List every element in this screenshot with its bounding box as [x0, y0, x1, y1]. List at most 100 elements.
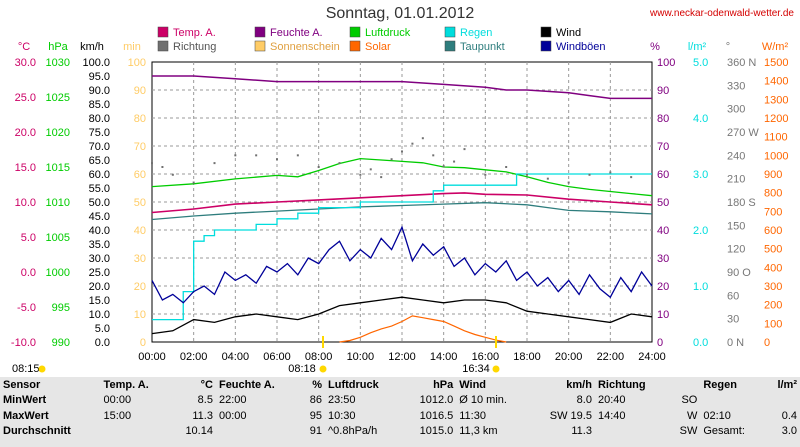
- x-tick-label: 18:00: [513, 351, 541, 363]
- header-dir: Richtung: [597, 378, 646, 391]
- row-label: MaxWert: [3, 409, 49, 422]
- legend-swatch-solar: [349, 40, 361, 52]
- humidity-tick-label: 60: [657, 169, 669, 181]
- wind-tick-label: 40.0: [89, 225, 110, 237]
- temp-tick-label: -10.0: [11, 337, 36, 349]
- cell-press-value: 1015.0: [419, 425, 454, 438]
- direction-tick-label: 120: [727, 244, 745, 256]
- x-tick-label: 14:00: [430, 351, 458, 363]
- wind-tick-label: 35.0: [89, 239, 110, 251]
- cell-dir-time: [595, 424, 668, 440]
- cell-temp-time: [101, 424, 171, 440]
- direction-point: [151, 162, 153, 165]
- cell-temp-value: 11.3: [192, 409, 213, 422]
- pressure-tick-label: 1025: [46, 92, 70, 104]
- marker-dot-sunset: [492, 365, 500, 373]
- pressure-tick-label: 1030: [46, 57, 70, 69]
- humidity-tick-label: 10: [657, 309, 669, 321]
- header-sensor: Sensor: [3, 378, 41, 391]
- solar-tick-label: 300: [764, 281, 782, 293]
- header-press: Luftdruck: [328, 378, 379, 391]
- wind-tick-label: 90.0: [89, 85, 110, 97]
- wind-tick-label: 50.0: [89, 197, 110, 209]
- cell-hum-time: [216, 424, 300, 440]
- solar-tick-label: 400: [764, 262, 782, 274]
- direction-tick-label: 180 S: [727, 197, 756, 209]
- direction-point: [171, 173, 174, 176]
- solar-tick-label: 1000: [764, 150, 788, 162]
- wind-tick-label: 60.0: [89, 169, 110, 181]
- marker-dot-noon: [319, 365, 327, 373]
- cell-dir-value: SO: [681, 394, 698, 407]
- cell-wind-time: Ø 10 min.: [459, 394, 507, 407]
- header-hum: Feuchte A.: [218, 378, 275, 391]
- solar-tick-label: 600: [764, 225, 782, 237]
- legend-label-dewpoint: Taupunkt: [460, 41, 505, 53]
- wind-tick-label: 100.0: [82, 57, 110, 69]
- direction-point: [380, 176, 383, 179]
- legend-label-pressure: Luftdruck: [365, 27, 411, 39]
- marker-sunrise: 08:15: [12, 363, 40, 375]
- wind-tick-label: 75.0: [89, 127, 110, 139]
- legend-swatch-pressure: [349, 26, 361, 38]
- temp-tick-label: -5.0: [17, 302, 36, 314]
- cell-wind-value: SW 19.5: [549, 409, 592, 422]
- direction-tick-label: 90 O: [727, 267, 751, 279]
- weather-chart: 00:00 02:00 04:00 06:00 08:00 10:00 12:00 14:00…: [11, 26, 788, 375]
- wind-tick-label: 70.0: [89, 141, 110, 153]
- wind-axis-unit: km/h: [80, 41, 104, 53]
- summary-table: Sensor Temp. A. °C Feuchte A. % Luftdruc…: [0, 377, 800, 447]
- humidity-tick-label: 90: [657, 85, 669, 97]
- cell-hum-value: 86: [309, 394, 322, 407]
- temp-tick-label: 5.0: [21, 232, 36, 244]
- cell-wind-value: 8.0: [576, 394, 592, 407]
- header-hum-unit: %: [312, 378, 322, 391]
- direction-point: [588, 173, 591, 176]
- x-tick-label: 10:00: [347, 351, 375, 363]
- cell-hum-value: 91: [309, 425, 322, 438]
- legend-label-gusts: Windböen: [556, 41, 606, 53]
- pressure-tick-label: 995: [52, 302, 70, 314]
- legend-swatch-temp: [157, 26, 169, 38]
- direction-point: [609, 171, 612, 174]
- sunshine-tick-label: 90: [134, 85, 146, 97]
- series-line-humidity: [152, 75, 652, 100]
- direction-tick-label: 330: [727, 80, 745, 92]
- humidity-tick-label: 40: [657, 225, 669, 237]
- cell-rain-value: [765, 393, 800, 409]
- marker-sunset: 16:34: [462, 363, 490, 375]
- legend-label-direction: Richtung: [173, 41, 216, 53]
- cell-temp-time: 15:00: [103, 409, 132, 422]
- direction-point: [213, 162, 216, 165]
- direction-point: [390, 158, 393, 161]
- direction-point: [442, 165, 445, 168]
- pressure-axis-unit: hPa: [48, 41, 68, 53]
- legend-swatch-gusts: [540, 40, 552, 52]
- solar-tick-label: 0: [764, 337, 770, 349]
- temp-axis-unit: °C: [18, 41, 30, 53]
- solar-tick-label: 1300: [764, 94, 788, 106]
- website-link[interactable]: www.neckar-odenwald-wetter.de: [650, 8, 794, 19]
- humidity-tick-label: 50: [657, 197, 669, 209]
- direction-tick-label: 60: [727, 290, 739, 302]
- direction-point: [453, 160, 456, 163]
- header-wind-unit: km/h: [566, 378, 592, 391]
- direction-point: [161, 166, 164, 168]
- cell-hum-value: 95: [309, 409, 322, 422]
- solar-tick-label: 900: [764, 169, 782, 181]
- sunshine-tick-label: 30: [134, 253, 146, 265]
- direction-point: [317, 166, 320, 168]
- pressure-tick-label: 990: [52, 337, 70, 349]
- direction-point: [526, 173, 528, 176]
- direction-point: [484, 173, 487, 176]
- direction-axis-unit: °: [726, 41, 730, 53]
- direction-tick-label: 30: [727, 314, 739, 326]
- series-line-rain: [152, 173, 652, 321]
- summary-row-max: MaxWert 15:00 11.3 00:00 95 10:30 1016.5…: [0, 408, 800, 424]
- temp-tick-label: 20.0: [15, 127, 36, 139]
- x-tick-label: 22:00: [597, 351, 625, 363]
- x-tick-label: 06:00: [263, 351, 291, 363]
- sunshine-tick-label: 10: [134, 309, 146, 321]
- solar-tick-label: 800: [764, 188, 782, 200]
- pressure-tick-label: 1000: [46, 267, 70, 279]
